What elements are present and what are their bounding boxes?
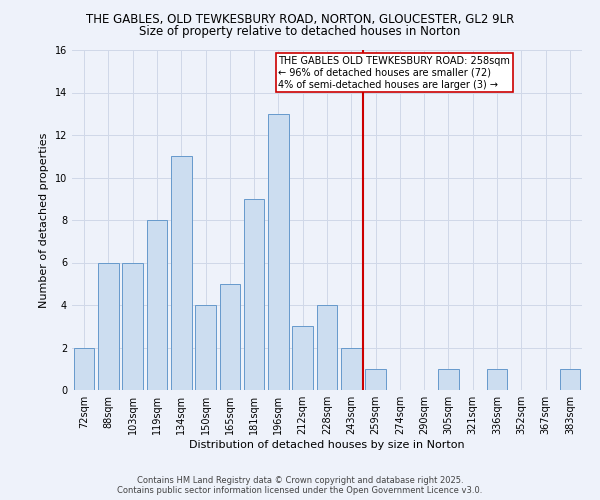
Text: THE GABLES OLD TEWKESBURY ROAD: 258sqm
← 96% of detached houses are smaller (72): THE GABLES OLD TEWKESBURY ROAD: 258sqm ←… — [278, 56, 511, 90]
Bar — [487, 369, 508, 390]
Bar — [195, 305, 216, 390]
Y-axis label: Number of detached properties: Number of detached properties — [39, 132, 49, 308]
Text: Contains HM Land Registry data © Crown copyright and database right 2025.
Contai: Contains HM Land Registry data © Crown c… — [118, 476, 482, 495]
Bar — [292, 326, 313, 390]
Bar — [560, 369, 580, 390]
Text: THE GABLES, OLD TEWKESBURY ROAD, NORTON, GLOUCESTER, GL2 9LR: THE GABLES, OLD TEWKESBURY ROAD, NORTON,… — [86, 12, 514, 26]
Bar — [341, 348, 362, 390]
Bar — [220, 284, 240, 390]
Bar — [438, 369, 459, 390]
Bar — [146, 220, 167, 390]
Text: Size of property relative to detached houses in Norton: Size of property relative to detached ho… — [139, 25, 461, 38]
Bar — [122, 262, 143, 390]
Bar — [268, 114, 289, 390]
Bar — [317, 305, 337, 390]
Bar — [365, 369, 386, 390]
X-axis label: Distribution of detached houses by size in Norton: Distribution of detached houses by size … — [189, 440, 465, 450]
Bar — [171, 156, 191, 390]
Bar — [244, 198, 265, 390]
Bar — [98, 262, 119, 390]
Bar — [74, 348, 94, 390]
